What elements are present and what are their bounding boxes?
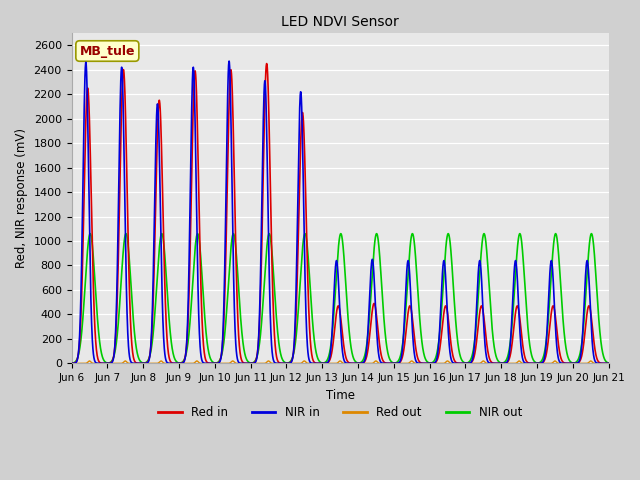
X-axis label: Time: Time bbox=[326, 389, 355, 402]
Text: MB_tule: MB_tule bbox=[79, 45, 135, 58]
Legend: Red in, NIR in, Red out, NIR out: Red in, NIR in, Red out, NIR out bbox=[154, 401, 527, 423]
Y-axis label: Red, NIR response (mV): Red, NIR response (mV) bbox=[15, 128, 28, 268]
Title: LED NDVI Sensor: LED NDVI Sensor bbox=[281, 15, 399, 29]
